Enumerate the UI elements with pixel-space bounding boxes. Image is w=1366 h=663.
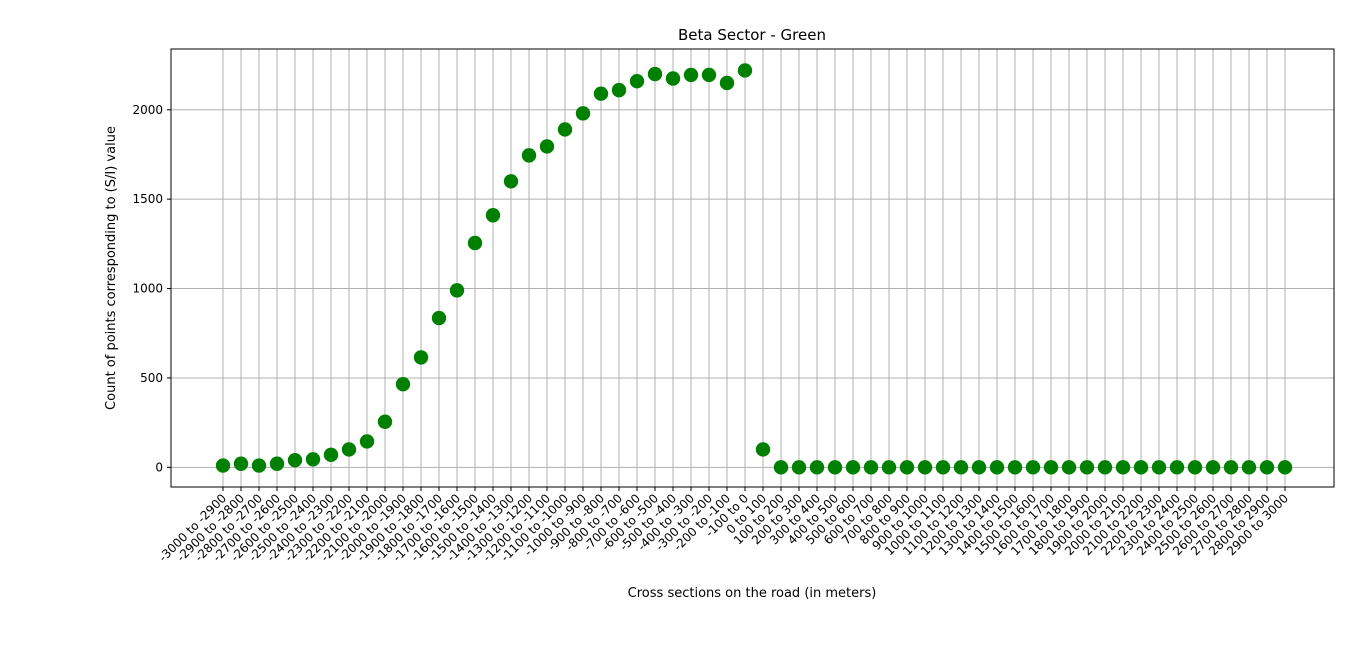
data-point — [719, 75, 735, 91]
data-point — [917, 460, 933, 475]
data-point — [1223, 460, 1239, 475]
y-tick-label: 0 — [155, 460, 163, 474]
data-point — [1241, 460, 1257, 475]
data-point — [827, 460, 843, 475]
data-point — [521, 148, 537, 163]
y-ticks: 0 500 1000 1500 2000 — [132, 103, 171, 474]
data-point — [377, 414, 393, 429]
data-point — [809, 460, 825, 475]
y-tick-label: 1500 — [132, 192, 163, 206]
data-point — [845, 460, 861, 475]
grid-layer — [171, 49, 1334, 487]
data-point — [791, 460, 807, 475]
data-point — [1043, 460, 1059, 475]
data-point — [1187, 460, 1203, 475]
y-axis-label: Count of points corresponding to (S/I) v… — [104, 126, 119, 410]
data-point — [683, 67, 699, 83]
data-point — [935, 460, 951, 475]
y-tick-label: 500 — [140, 371, 163, 385]
data-point — [1097, 460, 1113, 475]
data-point — [1133, 460, 1149, 475]
data-point — [287, 452, 303, 468]
data-point — [575, 106, 591, 121]
data-point — [305, 452, 321, 467]
y-tick-label: 1000 — [132, 282, 163, 296]
data-point — [557, 122, 573, 137]
x-ticks: -3000 to -2900-2900 to -2800-2800 to -27… — [156, 487, 1291, 564]
data-point — [1061, 460, 1077, 475]
chart-title: Beta Sector - Green — [678, 26, 826, 44]
data-point — [359, 434, 375, 449]
data-point — [1277, 460, 1293, 475]
data-point — [215, 458, 231, 473]
data-point — [863, 460, 879, 475]
data-point — [953, 460, 969, 475]
data-point — [341, 442, 357, 457]
points-layer — [215, 63, 1293, 475]
x-axis-label: Cross sections on the road (in meters) — [628, 586, 877, 601]
data-point — [701, 67, 717, 83]
data-point — [773, 460, 789, 475]
data-point — [755, 442, 771, 457]
data-point — [593, 86, 609, 101]
data-point — [1115, 460, 1131, 475]
data-point — [1151, 460, 1167, 475]
data-point — [449, 283, 465, 298]
data-point — [233, 456, 249, 471]
data-point — [647, 66, 663, 82]
data-point — [485, 208, 501, 223]
data-point — [413, 350, 429, 365]
data-point — [395, 377, 411, 392]
data-point — [1259, 460, 1275, 475]
data-point — [1169, 460, 1185, 475]
data-point — [629, 73, 645, 89]
plot-frame — [170, 48, 1335, 488]
data-point — [971, 460, 987, 475]
data-point — [737, 63, 753, 78]
y-tick-label: 2000 — [132, 103, 163, 117]
data-point — [1025, 460, 1041, 475]
data-point — [467, 235, 483, 251]
data-point — [1007, 460, 1023, 475]
data-point — [251, 458, 267, 473]
data-point — [989, 460, 1005, 475]
data-point — [1079, 460, 1095, 475]
data-point — [899, 460, 915, 475]
data-point — [665, 71, 681, 86]
data-point — [503, 174, 519, 189]
data-point — [881, 460, 897, 475]
data-point — [611, 82, 627, 98]
data-point — [431, 310, 447, 326]
data-point — [269, 456, 285, 471]
data-point — [1205, 460, 1221, 475]
data-point — [539, 139, 555, 154]
data-point — [323, 447, 339, 463]
